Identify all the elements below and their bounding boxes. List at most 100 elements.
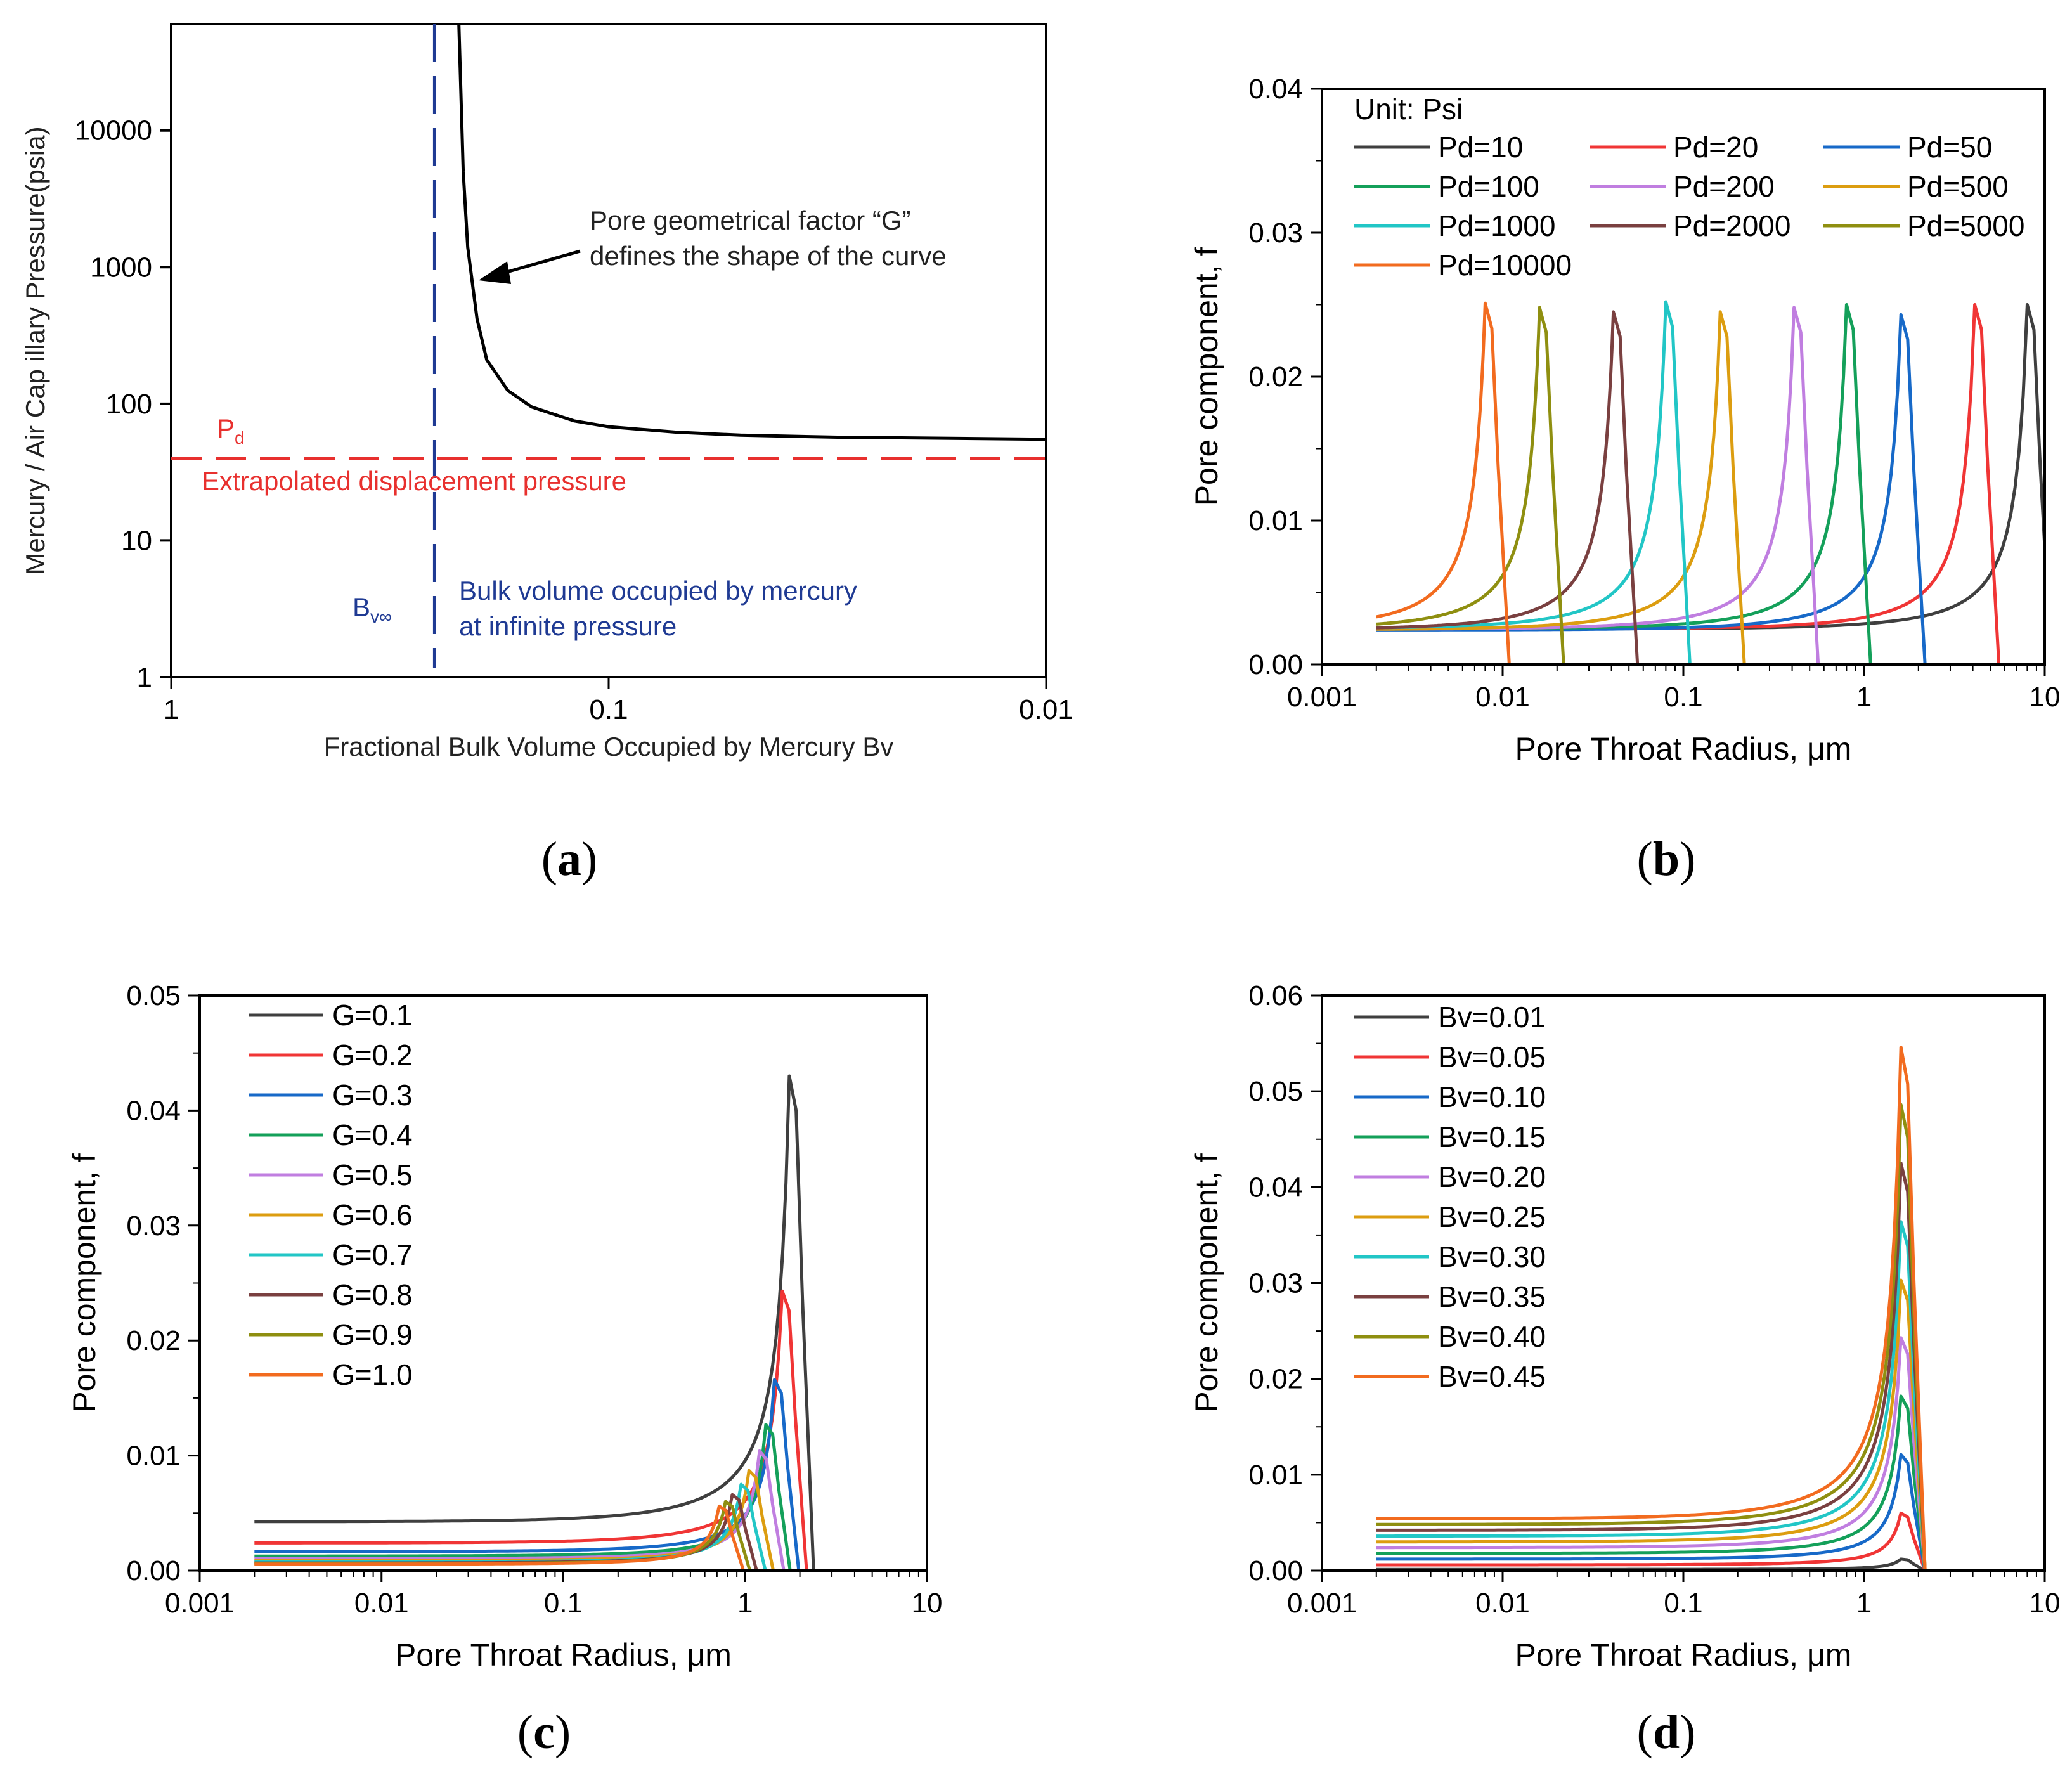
panel-a-xlabel: Fractional Bulk Volume Occupied by Mercu…: [324, 732, 894, 762]
panel-c-series-g-0-5: [254, 1449, 927, 1571]
panel-a-g-text-1: Pore geometrical factor “G”: [590, 205, 911, 235]
panel-b-legend-title: Unit: Psi: [1354, 93, 1463, 126]
panel-d-series-bv-0-05: [1376, 1511, 2045, 1571]
panel-b-xtick-label: 10: [2030, 682, 2061, 713]
panel-a-pd-symbol: Pd: [217, 413, 245, 448]
panel-d-legend-label: Bv=0.25: [1438, 1200, 1546, 1233]
panel-c-xtick-label: 0.01: [354, 1588, 409, 1619]
panel-a-ytick-label: 1: [137, 662, 152, 693]
panel-d-xtick-label: 0.1: [1664, 1588, 1702, 1619]
panel-c-ylabel: Pore component, f: [67, 1153, 102, 1413]
panel-d-legend-label: Bv=0.35: [1438, 1280, 1546, 1313]
panel-b-legend-label: Pd=50: [1907, 131, 1992, 164]
panel-d-series-bv-0-35: [1376, 1162, 2045, 1571]
panel-c-xtick-label: 1: [737, 1588, 753, 1619]
panel-a-bv-text-2: at infinite pressure: [459, 611, 677, 641]
panel-a-xtick-label: 0.01: [1019, 694, 1073, 725]
panel-a-xtick-label: 0.1: [589, 694, 628, 725]
panel-b-legend-label: Pd=500: [1907, 170, 2009, 203]
panel-d-series-bv-0-10: [1376, 1453, 2045, 1571]
panel-d-legend-label: Bv=0.05: [1438, 1041, 1546, 1073]
panel-a-panel-label: (a): [541, 833, 598, 886]
panel-b-xtick-label: 1: [1856, 682, 1872, 713]
panel-c-series-g-0-2: [254, 1289, 927, 1571]
panel-d-ytick-label: 0.00: [1248, 1555, 1303, 1586]
panel-a-g-arrow-head: [479, 261, 511, 284]
panel-a-ytick-label: 1000: [90, 252, 152, 283]
panel-b-ytick-label: 0.03: [1248, 217, 1303, 249]
panel-b-legend-label: Pd=1000: [1438, 209, 1555, 242]
panel-c-ytick-label: 0.01: [126, 1441, 181, 1472]
panel-a-ytick-label: 10: [121, 525, 152, 556]
panel-c-legend-label: G=0.1: [332, 999, 413, 1032]
panel-c-xtick-label: 0.1: [544, 1588, 583, 1619]
panel-b-panel-label: (b): [1637, 833, 1696, 886]
panel-d-ylabel: Pore component, f: [1189, 1153, 1224, 1413]
panel-b-ytick-label: 0.01: [1248, 505, 1303, 536]
panel-b-ytick-label: 0.02: [1248, 361, 1303, 392]
panel-c-legend-label: G=0.6: [332, 1198, 413, 1231]
panel-b-ytick-label: 0.04: [1248, 74, 1303, 105]
panel-d-series-bv-0-40: [1376, 1103, 2045, 1571]
panel-b-legend-label: Pd=2000: [1673, 209, 1790, 242]
panel-d-series-bv-0-45: [1376, 1046, 2045, 1571]
panel-a-ylabel: Mercury / Air Cap illary Pressure(psia): [20, 126, 50, 574]
panel-b-legend-label: Pd=200: [1673, 170, 1775, 203]
panel-d-xtick-label: 0.001: [1287, 1588, 1357, 1619]
panel-c-xtick-label: 0.001: [165, 1588, 235, 1619]
panel-d-xtick-label: 0.01: [1475, 1588, 1530, 1619]
panel-b-legend-label: Pd=100: [1438, 170, 1539, 203]
panel-d-legend-label: Bv=0.40: [1438, 1320, 1546, 1353]
panel-c-legend-label: G=0.8: [332, 1278, 413, 1311]
panel-b-xtick-label: 0.001: [1287, 682, 1357, 713]
panel-b-series-pd-10000: [1375, 301, 2045, 665]
panel-d-ytick-label: 0.01: [1248, 1460, 1303, 1491]
panel-b-series-pd-500: [1376, 310, 2045, 665]
panel-d-ytick-label: 0.05: [1248, 1076, 1303, 1107]
panel-c-legend-label: G=0.9: [332, 1318, 413, 1351]
panel-d-ytick-label: 0.06: [1248, 980, 1303, 1011]
panel-c-ytick-label: 0.00: [126, 1555, 181, 1586]
panel-c-ytick-label: 0.05: [126, 980, 181, 1011]
panel-c-legend-label: G=1.0: [332, 1358, 413, 1391]
panel-d-xtick-label: 1: [1856, 1588, 1872, 1619]
panel-d-series-bv-0-15: [1376, 1394, 2045, 1571]
panel-c-ytick-label: 0.02: [126, 1325, 181, 1356]
panel-b-series-pd-2000: [1376, 310, 2045, 665]
panel-b-legend-label: Pd=10000: [1438, 249, 1572, 282]
panel-b-legend-label: Pd=10: [1438, 131, 1523, 164]
panel-d-legend-label: Bv=0.15: [1438, 1120, 1546, 1153]
panel-c-xtick-label: 10: [912, 1588, 943, 1619]
panel-a-ytick-label: 100: [106, 389, 152, 420]
panel-c-series-g-1-0: [254, 1504, 927, 1571]
panel-c-series-g-0-4: [254, 1423, 927, 1571]
panel-d-series-bv-0-25: [1376, 1278, 2045, 1571]
panel-d-legend-label: Bv=0.30: [1438, 1240, 1546, 1273]
panel-b-series-pd-5000: [1375, 306, 2045, 665]
panel-a-xtick-label: 1: [164, 694, 179, 725]
panel-d-series-bv-0-20: [1376, 1336, 2045, 1571]
panel-d-panel-label: (d): [1637, 1706, 1696, 1759]
panel-b-ytick-label: 0.00: [1248, 649, 1303, 680]
panel-c-legend-label: G=0.7: [332, 1238, 413, 1271]
panel-d-ytick-label: 0.03: [1248, 1268, 1303, 1299]
panel-c-panel-label: (c): [517, 1706, 571, 1759]
panel-d-legend-label: Bv=0.45: [1438, 1360, 1546, 1393]
panel-d-ytick-label: 0.04: [1248, 1172, 1303, 1203]
panel-a-pd-text: Extrapolated displacement pressure: [202, 466, 626, 496]
panel-c-ytick-label: 0.04: [126, 1095, 181, 1126]
panel-c-legend-label: G=0.5: [332, 1158, 413, 1191]
panel-c-series-g-0-3: [254, 1378, 927, 1571]
panel-d-legend-label: Bv=0.20: [1438, 1160, 1546, 1193]
panel-c-series-g-0-1: [254, 1074, 927, 1571]
panel-b-legend-label: Pd=5000: [1907, 209, 2024, 242]
panel-d-ytick-label: 0.02: [1248, 1364, 1303, 1395]
panel-b-xtick-label: 0.1: [1664, 682, 1702, 713]
panel-c-legend-label: G=0.2: [332, 1039, 413, 1072]
panel-a-bv-symbol: Bv∞: [353, 592, 392, 626]
panel-d-xlabel: Pore Throat Radius, μm: [1515, 1637, 1852, 1673]
panel-d-xtick-label: 10: [2030, 1588, 2061, 1619]
panel-b-xlabel: Pore Throat Radius, μm: [1515, 731, 1852, 767]
panel-d-legend-label: Bv=0.10: [1438, 1080, 1546, 1113]
